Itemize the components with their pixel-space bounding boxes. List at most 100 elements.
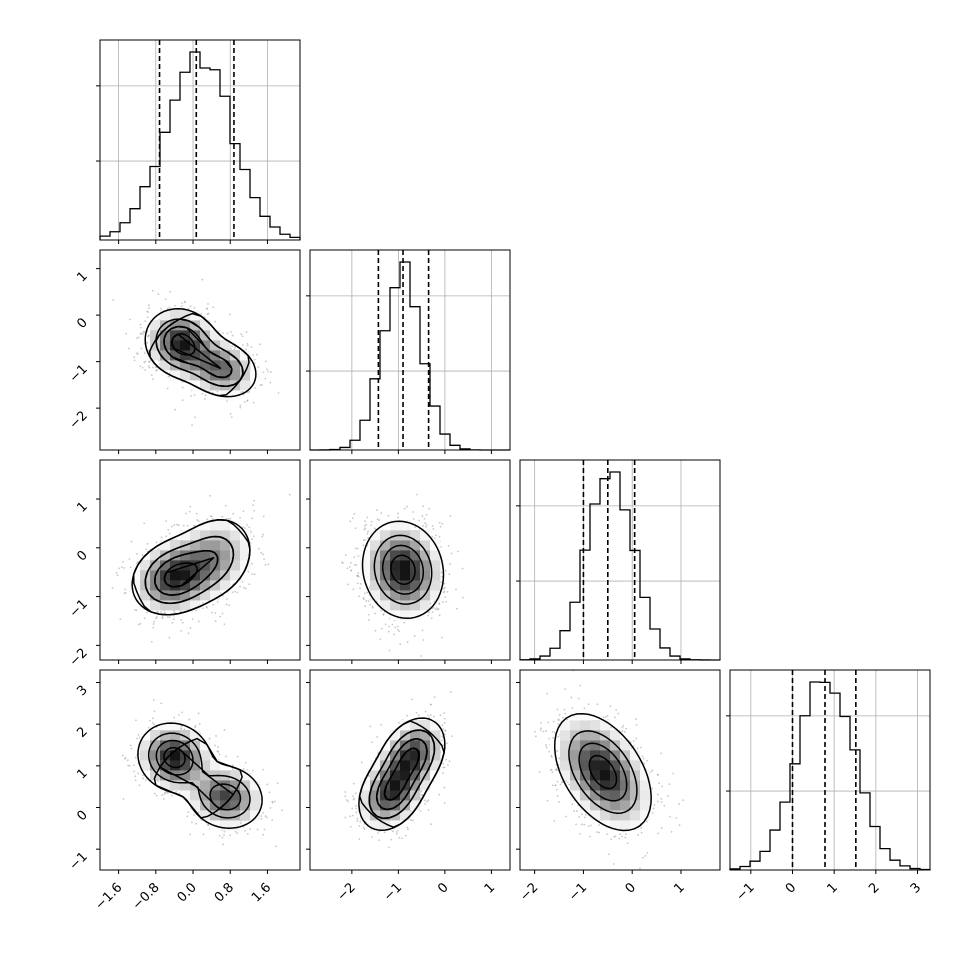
scatter-point bbox=[428, 508, 430, 510]
density-cell bbox=[140, 590, 150, 600]
x-tick-label: −1 bbox=[733, 880, 757, 904]
scatter-point bbox=[266, 783, 268, 785]
scatter-point bbox=[439, 614, 441, 616]
density-cell bbox=[360, 560, 370, 570]
scatter-point bbox=[180, 630, 182, 632]
scatter-point bbox=[205, 394, 207, 396]
scatter-point bbox=[253, 402, 255, 404]
scatter-point bbox=[432, 611, 434, 613]
scatter-point bbox=[138, 624, 140, 626]
density-cell bbox=[210, 330, 220, 340]
scatter-point bbox=[264, 829, 266, 831]
x-tick-label: 0 bbox=[783, 880, 799, 896]
scatter-point bbox=[450, 515, 452, 517]
scatter-point bbox=[112, 299, 114, 301]
density-cell bbox=[200, 590, 210, 600]
x-tick-label: 3 bbox=[908, 880, 924, 896]
scatter-point bbox=[418, 520, 420, 522]
scatter-point bbox=[184, 301, 186, 303]
density-cell bbox=[400, 570, 410, 580]
scatter-point bbox=[154, 793, 156, 795]
scatter-point bbox=[278, 392, 280, 394]
scatter-point bbox=[289, 494, 291, 496]
scatter-point bbox=[247, 571, 249, 573]
scatter-point bbox=[234, 591, 236, 593]
scatter-point bbox=[155, 617, 157, 619]
scatter-point bbox=[171, 526, 173, 528]
scatter-point bbox=[440, 526, 442, 528]
scatter-point bbox=[448, 545, 450, 547]
scatter-point bbox=[147, 316, 149, 318]
scatter-point bbox=[363, 598, 365, 600]
scatter-point bbox=[355, 548, 357, 550]
scatter-point bbox=[264, 378, 266, 380]
scatter-point bbox=[121, 566, 123, 568]
density-cell bbox=[210, 530, 220, 540]
scatter-point bbox=[148, 307, 150, 309]
scatter-point bbox=[210, 515, 212, 517]
scatter-point bbox=[222, 613, 224, 615]
scatter-point bbox=[364, 520, 366, 522]
scatter-point bbox=[202, 602, 204, 604]
scatter-point bbox=[360, 583, 362, 585]
scatter-point bbox=[269, 382, 271, 384]
scatter-point bbox=[174, 409, 176, 411]
scatter-point bbox=[131, 541, 133, 543]
scatter-point bbox=[124, 589, 126, 591]
scatter-point bbox=[189, 511, 191, 513]
scatter-point bbox=[116, 572, 118, 574]
scatter-point bbox=[219, 753, 221, 755]
scatter-point bbox=[445, 570, 447, 572]
density-cell bbox=[400, 600, 410, 610]
scatter-point bbox=[165, 298, 167, 300]
scatter-point bbox=[397, 513, 399, 515]
scatter-point bbox=[269, 791, 271, 793]
scatter-point bbox=[142, 333, 144, 335]
scatter-point bbox=[232, 513, 234, 515]
scatter-point bbox=[372, 606, 374, 608]
scatter-point bbox=[212, 306, 214, 308]
scatter-point bbox=[181, 712, 183, 714]
scatter-point bbox=[267, 371, 269, 373]
scatter-point bbox=[148, 304, 150, 306]
scatter-point bbox=[153, 623, 155, 625]
scatter-point bbox=[212, 604, 214, 606]
scatter-point bbox=[215, 620, 217, 622]
scatter-point bbox=[388, 626, 390, 628]
scatter-point bbox=[424, 522, 426, 524]
scatter-point bbox=[226, 400, 228, 402]
scatter-point bbox=[240, 333, 242, 335]
scatter-point bbox=[281, 809, 283, 811]
scatter-point bbox=[358, 576, 360, 578]
scatter-point bbox=[364, 525, 366, 527]
density-cell bbox=[380, 520, 390, 530]
scatter-point bbox=[422, 515, 424, 517]
scatter-point bbox=[440, 581, 442, 583]
scatter-point bbox=[422, 639, 424, 641]
scatter-point bbox=[246, 343, 248, 345]
scatter-point bbox=[352, 517, 354, 519]
scatter-point bbox=[399, 643, 401, 645]
scatter-point bbox=[151, 641, 153, 643]
scatter-point bbox=[426, 524, 428, 526]
density-cell bbox=[190, 530, 200, 540]
scatter-point bbox=[129, 319, 131, 321]
scatter-point bbox=[398, 630, 400, 632]
scatter-point bbox=[448, 573, 450, 575]
scatter-point bbox=[274, 801, 276, 803]
scatter-point bbox=[139, 365, 141, 367]
scatter-point bbox=[242, 335, 244, 337]
scatter-point bbox=[229, 313, 231, 315]
scatter-point bbox=[420, 655, 422, 657]
scatter-point bbox=[182, 622, 184, 624]
scatter-point bbox=[152, 378, 154, 380]
scatter-point bbox=[441, 637, 443, 639]
scatter-point bbox=[265, 564, 267, 566]
scatter-point bbox=[156, 542, 158, 544]
scatter-point bbox=[427, 615, 429, 617]
scatter-point bbox=[265, 360, 267, 362]
scatter-point bbox=[258, 548, 260, 550]
scatter-point bbox=[451, 553, 453, 555]
scatter-point bbox=[188, 632, 190, 634]
